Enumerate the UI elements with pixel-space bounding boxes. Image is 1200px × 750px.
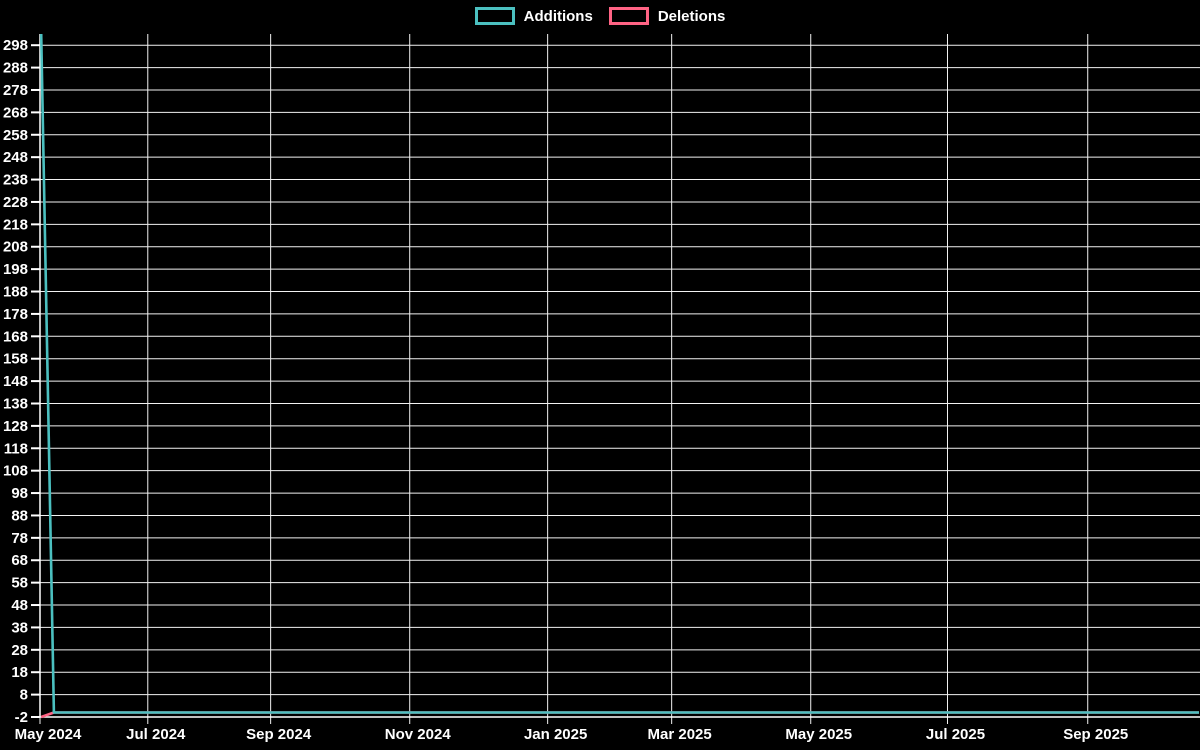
y-tick-label: 28 [11, 642, 28, 659]
x-tick-label: Jan 2025 [524, 726, 587, 743]
y-tick-label: -2 [15, 709, 28, 726]
x-tick-label: May 2024 [15, 726, 82, 743]
y-tick-label: 238 [3, 172, 28, 189]
legend-label: Deletions [657, 7, 726, 25]
y-tick-label: 228 [3, 194, 28, 211]
legend-swatch-additions [474, 7, 515, 25]
y-tick-label: 138 [3, 395, 28, 412]
y-tick-label: 48 [11, 597, 28, 614]
legend-label: Additions [523, 7, 593, 25]
series-line-additions [39, 33, 1199, 714]
y-tick-label: 18 [11, 664, 28, 681]
y-tick-label: 198 [3, 261, 28, 278]
y-tick-label: 218 [3, 216, 28, 233]
y-tick-label: 8 [20, 687, 28, 704]
y-tick-label: 158 [3, 351, 28, 368]
y-tick-label: 188 [3, 284, 28, 301]
legend-swatch-deletions [608, 7, 649, 25]
y-tick-label: 208 [3, 239, 28, 256]
y-tick-label: 108 [3, 463, 28, 480]
x-tick-label: Sep 2024 [246, 726, 312, 743]
y-tick-label: 248 [3, 149, 28, 166]
x-tick-label: Jul 2025 [926, 726, 985, 743]
y-tick-label: 278 [3, 82, 28, 99]
legend-item-additions[interactable]: Additions [474, 7, 593, 25]
y-tick-label: 168 [3, 328, 28, 345]
y-grid-and-labels: -2 8 18 28 38 48 58 68 78 88 98 108 118 128 138 148 158 1… [3, 37, 1200, 726]
y-tick-label: 98 [11, 485, 28, 502]
x-tick-label: Mar 2025 [648, 726, 712, 743]
x-tick-label: Sep 2025 [1063, 726, 1128, 743]
y-tick-label: 88 [11, 507, 28, 524]
chart-legend: Additions Deletions [0, 7, 1200, 25]
legend-item-deletions[interactable]: Deletions [608, 7, 726, 25]
y-tick-label: 78 [11, 530, 28, 547]
x-grid-and-labels: May 2024 Jul 2024 Sep 2024 Nov 2024 Jan 2025… [15, 34, 1128, 743]
x-tick-label: Jul 2024 [126, 726, 186, 743]
y-tick-label: 148 [3, 373, 28, 390]
y-tick-label: 68 [11, 552, 28, 569]
y-tick-label: 258 [3, 127, 28, 144]
y-tick-label: 128 [3, 418, 28, 435]
y-tick-label: 118 [4, 440, 28, 457]
y-tick-label: 38 [11, 619, 28, 636]
y-tick-label: 268 [3, 104, 28, 121]
y-tick-label: 178 [3, 306, 28, 323]
x-tick-label: May 2025 [785, 726, 852, 743]
x-tick-label: Nov 2024 [385, 726, 452, 743]
y-tick-label: 58 [11, 575, 28, 592]
y-tick-label: 288 [3, 60, 28, 77]
y-tick-label: 298 [3, 37, 28, 54]
